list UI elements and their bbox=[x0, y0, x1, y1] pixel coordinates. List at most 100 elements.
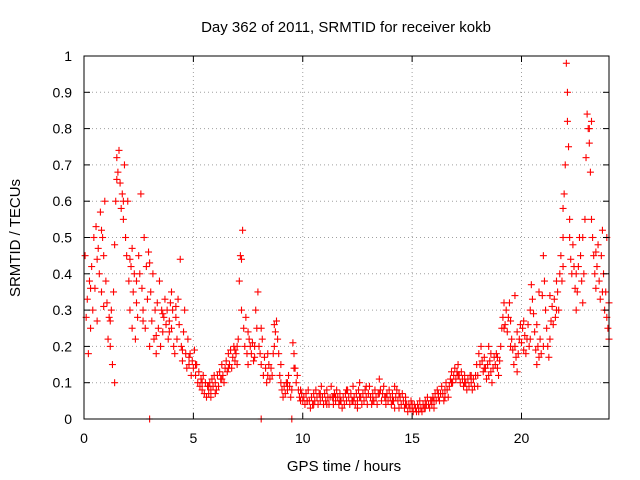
data-point bbox=[180, 328, 188, 336]
data-point bbox=[152, 332, 160, 340]
data-point bbox=[360, 397, 368, 405]
data-point bbox=[516, 321, 524, 329]
data-point bbox=[582, 154, 590, 162]
data-point bbox=[186, 350, 194, 358]
y-tick-label: 0.4 bbox=[53, 266, 73, 282]
data-point bbox=[391, 382, 399, 390]
data-point bbox=[407, 397, 415, 405]
data-point bbox=[205, 382, 213, 390]
data-point bbox=[515, 335, 523, 343]
data-point bbox=[181, 306, 189, 314]
y-tick-label: 0.6 bbox=[53, 193, 73, 209]
data-point bbox=[160, 313, 168, 321]
data-point bbox=[382, 393, 390, 401]
data-point bbox=[474, 382, 482, 390]
data-point bbox=[592, 284, 600, 292]
data-point bbox=[205, 390, 213, 398]
data-point bbox=[178, 357, 186, 365]
data-point bbox=[525, 342, 533, 350]
data-point bbox=[117, 204, 125, 212]
data-point bbox=[87, 284, 95, 292]
data-point bbox=[220, 379, 228, 387]
data-point bbox=[110, 288, 118, 296]
data-point bbox=[380, 382, 388, 390]
data-point bbox=[493, 364, 501, 372]
data-point bbox=[512, 353, 520, 361]
data-point bbox=[198, 386, 206, 394]
data-point bbox=[88, 263, 96, 271]
data-point bbox=[504, 313, 512, 321]
data-point bbox=[81, 252, 89, 260]
data-point bbox=[469, 375, 477, 383]
data-point bbox=[94, 244, 102, 252]
data-point bbox=[265, 361, 273, 369]
data-point bbox=[139, 306, 147, 314]
data-point bbox=[507, 317, 515, 325]
data-point bbox=[258, 335, 266, 343]
data-point bbox=[385, 386, 393, 394]
data-point bbox=[577, 252, 585, 260]
data-point bbox=[279, 393, 287, 401]
data-point bbox=[604, 324, 612, 332]
data-point bbox=[408, 400, 416, 408]
data-point bbox=[585, 125, 593, 133]
data-point bbox=[155, 277, 163, 285]
data-point bbox=[100, 302, 108, 310]
data-point bbox=[119, 215, 127, 223]
data-point bbox=[430, 404, 438, 412]
data-point bbox=[323, 400, 331, 408]
data-point bbox=[93, 317, 101, 325]
data-point bbox=[140, 234, 148, 241]
data-point bbox=[530, 310, 538, 318]
data-point bbox=[276, 371, 284, 379]
y-tick-label: 0.8 bbox=[53, 121, 73, 137]
data-point bbox=[238, 306, 245, 314]
data-point bbox=[592, 248, 600, 256]
data-point bbox=[574, 263, 582, 271]
data-point bbox=[224, 350, 232, 358]
data-point bbox=[547, 317, 555, 325]
data-point bbox=[495, 371, 503, 379]
data-point bbox=[270, 321, 278, 329]
data-point bbox=[306, 404, 314, 412]
data-point bbox=[483, 375, 490, 383]
data-point bbox=[443, 386, 451, 394]
data-point bbox=[520, 346, 528, 354]
data-point bbox=[531, 328, 539, 336]
chart-title: Day 362 of 2011, SRMTID for receiver kok… bbox=[201, 19, 491, 36]
data-point bbox=[578, 277, 586, 285]
y-tick-label: 0.2 bbox=[53, 338, 73, 354]
data-point bbox=[239, 226, 247, 234]
data-point bbox=[168, 324, 175, 332]
data-point bbox=[513, 368, 521, 376]
data-point bbox=[145, 248, 153, 256]
data-point bbox=[546, 335, 554, 343]
data-point bbox=[240, 324, 248, 332]
data-point bbox=[274, 335, 282, 343]
data-point bbox=[84, 350, 92, 358]
data-point bbox=[539, 252, 547, 260]
data-point bbox=[126, 255, 134, 263]
data-point bbox=[480, 353, 488, 361]
data-point bbox=[247, 350, 255, 358]
data-point bbox=[527, 281, 535, 289]
data-point bbox=[487, 350, 495, 358]
data-point bbox=[238, 255, 245, 263]
y-tick-label: 0 bbox=[64, 411, 72, 427]
data-point bbox=[207, 393, 215, 401]
data-point bbox=[148, 317, 156, 325]
data-point bbox=[105, 313, 113, 321]
data-point bbox=[528, 295, 536, 303]
data-point bbox=[533, 321, 541, 329]
data-point bbox=[479, 368, 487, 376]
data-point bbox=[511, 292, 519, 300]
x-tick-label: 5 bbox=[189, 430, 197, 446]
data-point bbox=[195, 368, 203, 376]
data-point bbox=[562, 59, 570, 67]
data-point bbox=[101, 197, 109, 205]
data-point bbox=[106, 342, 114, 350]
data-point bbox=[185, 353, 193, 361]
data-point bbox=[538, 292, 546, 300]
data-point bbox=[327, 382, 335, 390]
data-point bbox=[452, 375, 460, 383]
